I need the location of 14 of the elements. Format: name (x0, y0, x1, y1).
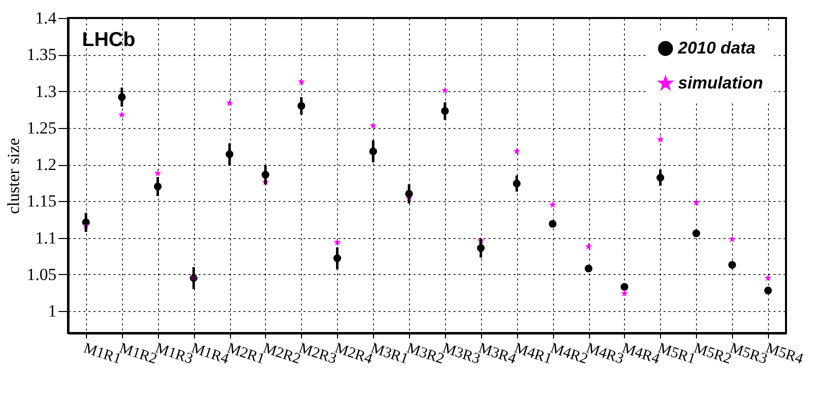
y-axis-title: cluster size (4, 138, 23, 214)
y-tick-label: 1.05 (26, 264, 56, 284)
y-tick-label: 1.2 (35, 155, 56, 174)
y-tick-label: 1.25 (26, 118, 56, 138)
y-tick-label: 1 (48, 302, 56, 321)
y-tick-label: 1.1 (35, 228, 56, 248)
legend-label: 2010 data (677, 38, 756, 58)
annotation: LHCb (82, 29, 136, 51)
y-tick-label: 1.3 (35, 82, 56, 101)
y-tick-label: 1.15 (26, 192, 56, 211)
legend-label: simulation (678, 74, 764, 92)
x-tick-label: M5R4 (764, 340, 806, 368)
y-tick-label: 1.4 (35, 8, 57, 28)
y-tick-label: 1.35 (26, 45, 56, 64)
